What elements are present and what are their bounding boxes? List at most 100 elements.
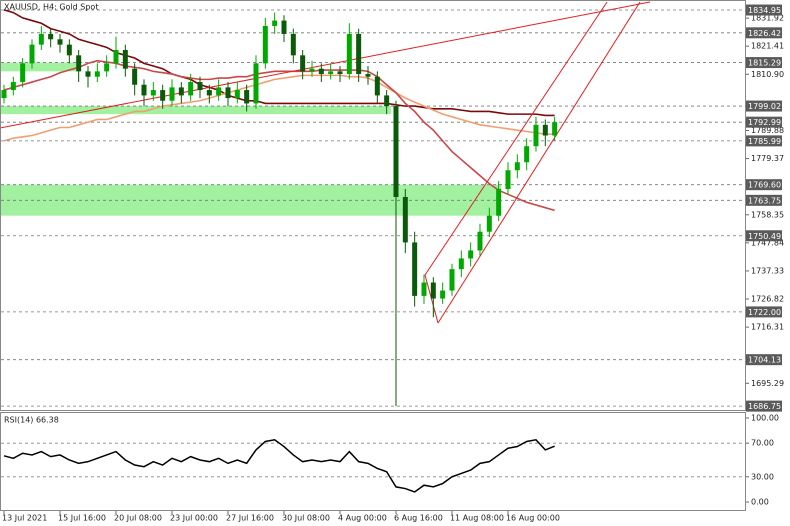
x-tick-label: 15 Jul 16:00: [58, 514, 106, 523]
level-box: [746, 27, 782, 39]
y-tick-label: 1779.37: [751, 154, 784, 163]
candle-body: [76, 55, 82, 72]
candle-body: [356, 33, 362, 75]
candle-body: [272, 20, 278, 26]
moving-average: [3, 9, 555, 117]
candle-body: [337, 71, 343, 75]
x-tick-label: 4 Aug 00:00: [338, 514, 387, 523]
candle-body: [449, 269, 455, 291]
candle-body: [113, 49, 119, 64]
candle-body: [244, 90, 250, 104]
candle-body: [421, 282, 427, 296]
level-label: 1785.99: [748, 137, 781, 146]
candle-body: [122, 49, 128, 69]
y-tick-label: 1726.82: [751, 295, 784, 304]
x-tick-label: 23 Jul 00:00: [170, 514, 218, 523]
trend-lines: [0, 1, 651, 324]
candle-body: [402, 196, 408, 243]
candle-body: [38, 33, 44, 45]
level-box: [746, 230, 782, 242]
level-label: 1799.02: [748, 102, 781, 111]
y-tick-label: 0.00: [751, 498, 769, 507]
candle-body: [542, 124, 548, 136]
candle-body: [468, 250, 474, 259]
rsi-panel: 100.00 70.00 30.00 0.00: [1, 413, 779, 507]
candle-body: [29, 44, 35, 64]
rsi-frame: [0, 412, 746, 511]
candle-body: [290, 33, 296, 56]
level-box: [746, 306, 782, 318]
zone: [1, 106, 391, 115]
y-tick-label: 1810.90: [751, 70, 784, 79]
level-label: 1769.60: [748, 181, 781, 190]
candle-body: [374, 76, 380, 96]
level-label: 1686.75: [748, 402, 781, 411]
y-tick-label: 1821.41: [751, 42, 784, 51]
candle-body: [104, 63, 110, 72]
moving-averages: [3, 9, 555, 212]
axes: 1831.92 1821.41 1810.90 1789.88 1779.37 1758.…: [2, 4, 784, 523]
candle-body: [188, 82, 194, 96]
x-tick-label: 11 Aug 08:00: [450, 514, 504, 523]
candle-body: [318, 68, 324, 75]
x-tick-label: 27 Jul 16:00: [226, 514, 274, 523]
candle-body: [141, 84, 147, 96]
level-box: [746, 100, 782, 112]
level-label: 1826.42: [748, 29, 781, 38]
level-label: 1722.00: [748, 308, 781, 317]
candle-body: [458, 258, 464, 270]
level-box: [746, 400, 782, 412]
candle-body: [262, 25, 268, 64]
x-tick-label: 16 Aug 00:00: [506, 514, 560, 523]
x-tick-label: 6 Aug 16:00: [394, 514, 443, 523]
y-tick-label: 100.00: [751, 413, 779, 422]
level-box: [746, 194, 782, 206]
candle-body: [20, 63, 26, 83]
level-label: 1750.49: [748, 232, 781, 241]
rsi-line: [3, 439, 555, 493]
y-tick-label: 30.00: [751, 472, 774, 481]
candle-body: [48, 33, 54, 40]
candle-body: [346, 33, 352, 75]
candle-body: [412, 242, 418, 296]
zone: [1, 62, 76, 72]
moving-average: [3, 74, 555, 142]
candle-body: [524, 146, 530, 163]
y-tick-label: 1737.33: [751, 266, 784, 275]
grid: [1, 9, 745, 407]
candle-body: [430, 282, 436, 299]
level-box: [746, 135, 782, 147]
y-tick-label: 1695.29: [751, 379, 784, 388]
candle-body: [253, 63, 259, 104]
level-label: 1704.13: [748, 356, 781, 365]
channel-line: [437, 1, 641, 324]
level-label: 1792.99: [748, 118, 781, 127]
level-label: 1834.95: [748, 6, 781, 15]
candle-body: [216, 87, 222, 96]
candle-body: [1, 90, 7, 99]
candle-body: [94, 71, 100, 77]
candle-body: [365, 74, 371, 77]
x-tick-label: 20 Jul 08:00: [114, 514, 162, 523]
candle-body: [85, 71, 91, 77]
y-tick-label: 1758.35: [751, 210, 784, 219]
candle-body: [440, 290, 446, 299]
x-tick-label: 30 Jul 08:00: [282, 514, 330, 523]
candle-body: [533, 124, 539, 147]
trend-line: [0, 1, 651, 129]
candle-body: [234, 90, 240, 99]
candle-body: [393, 106, 399, 197]
moving-average: [3, 59, 555, 212]
chart-title: XAUUSD, H4: Gold Spot: [4, 3, 98, 12]
candle-body: [384, 95, 390, 107]
level-box: [746, 179, 782, 191]
candle-body: [57, 39, 63, 45]
candle-body: [169, 87, 175, 101]
main-frame: [0, 0, 746, 411]
candle-body: [552, 122, 558, 136]
y-tick-label: 70.00: [751, 439, 774, 448]
channel-line: [424, 274, 439, 324]
candle-body: [160, 90, 166, 101]
